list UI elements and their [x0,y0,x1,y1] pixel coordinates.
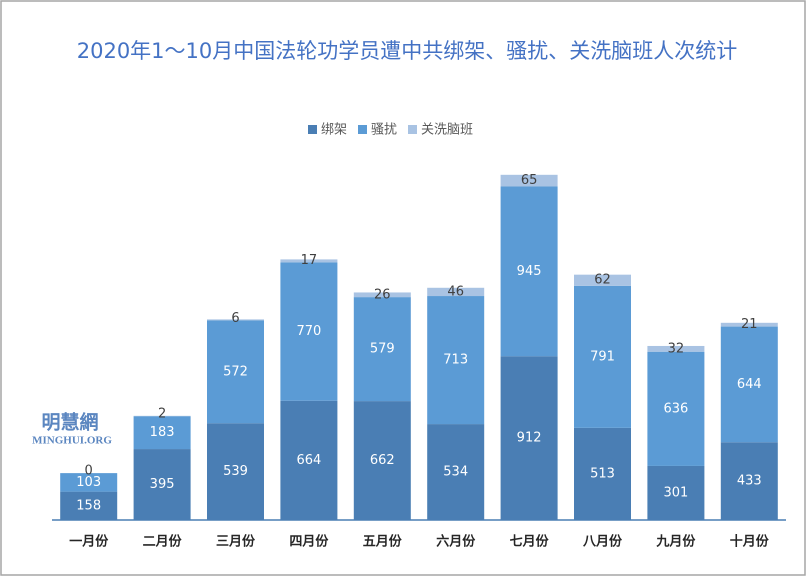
bar-segment [207,320,264,424]
bar-segment [280,259,338,263]
data-label: 664 [296,453,321,468]
data-label: 26 [374,287,391,302]
data-label: 770 [296,324,321,339]
data-label: 636 [663,401,688,416]
bar-segment [207,423,264,520]
bar-segment [133,416,191,450]
data-label: 65 [521,173,538,188]
data-label: 183 [150,425,175,440]
watermark-subtitle: MINGHUI.ORG [32,435,112,447]
data-label: 579 [370,342,395,357]
data-label: 46 [447,284,464,299]
bar-segment [427,296,485,425]
data-label: 301 [663,485,688,500]
legend-swatch [408,125,417,134]
data-label: 791 [590,349,615,364]
bar-segment [500,356,558,520]
data-label: 2 [158,407,166,422]
data-label: 534 [443,465,468,480]
data-label: 433 [737,474,762,489]
data-label: 713 [443,353,468,368]
x-tick-label: 一月份 [69,534,109,550]
legend-label: 绑架 [321,123,347,138]
x-tick-label: 十月份 [730,534,770,550]
x-tick-label: 七月份 [510,534,550,550]
bar-segment [720,322,778,327]
bar-segment [427,287,485,297]
bar-segment [280,262,338,401]
data-label: 21 [741,317,758,332]
data-label: 62 [594,273,611,288]
x-tick-label: 二月份 [143,534,183,550]
data-label: 945 [517,264,542,279]
data-label: 644 [737,377,762,392]
x-tick-label: 四月份 [289,534,329,550]
bar-segment [574,285,631,428]
bar-segment [647,345,705,352]
data-label: 32 [668,341,685,356]
watermark-title: 明慧網 [41,411,98,434]
bar-segment [720,326,778,443]
data-label: 539 [223,464,248,479]
bar-segment [353,292,411,298]
legend-label: 关洗脑班 [421,123,473,138]
bar-segment [353,401,411,520]
data-label: 6 [231,311,239,326]
data-label: 103 [76,475,101,490]
bar-segment [647,351,705,466]
x-tick-label: 九月份 [655,534,696,550]
bar-segment [720,442,778,520]
bar-segment [280,400,338,520]
legend-swatch [308,125,317,134]
bar-segment [207,319,264,321]
data-label: 17 [301,253,318,268]
x-tick-label: 八月份 [582,534,623,550]
data-label: 912 [517,431,542,446]
bar-segment [60,473,118,492]
x-tick-label: 三月份 [216,534,256,550]
data-label: 513 [590,466,615,481]
bar-segment [574,274,631,286]
legend-label: 骚扰 [371,123,397,138]
data-label: 395 [150,477,175,492]
x-tick-label: 五月份 [363,534,403,550]
bar-segment [353,297,411,402]
x-tick-label: 六月份 [436,534,476,550]
data-label: 662 [370,453,395,468]
bar-segment [647,465,705,520]
bar-segment [574,427,631,520]
data-label: 158 [76,498,101,513]
bar-segment [60,491,118,520]
chart-title: 2020年1～10月中国法轮功学员遭中共绑架、骚扰、关洗脑班人次统计 [77,39,738,63]
data-label: 0 [85,464,93,479]
bar-segment [500,186,558,357]
bar-segment [500,174,558,187]
legend-swatch [358,125,367,134]
bar-segment [133,449,191,520]
data-label: 572 [223,364,248,379]
bar-segment [427,424,485,520]
